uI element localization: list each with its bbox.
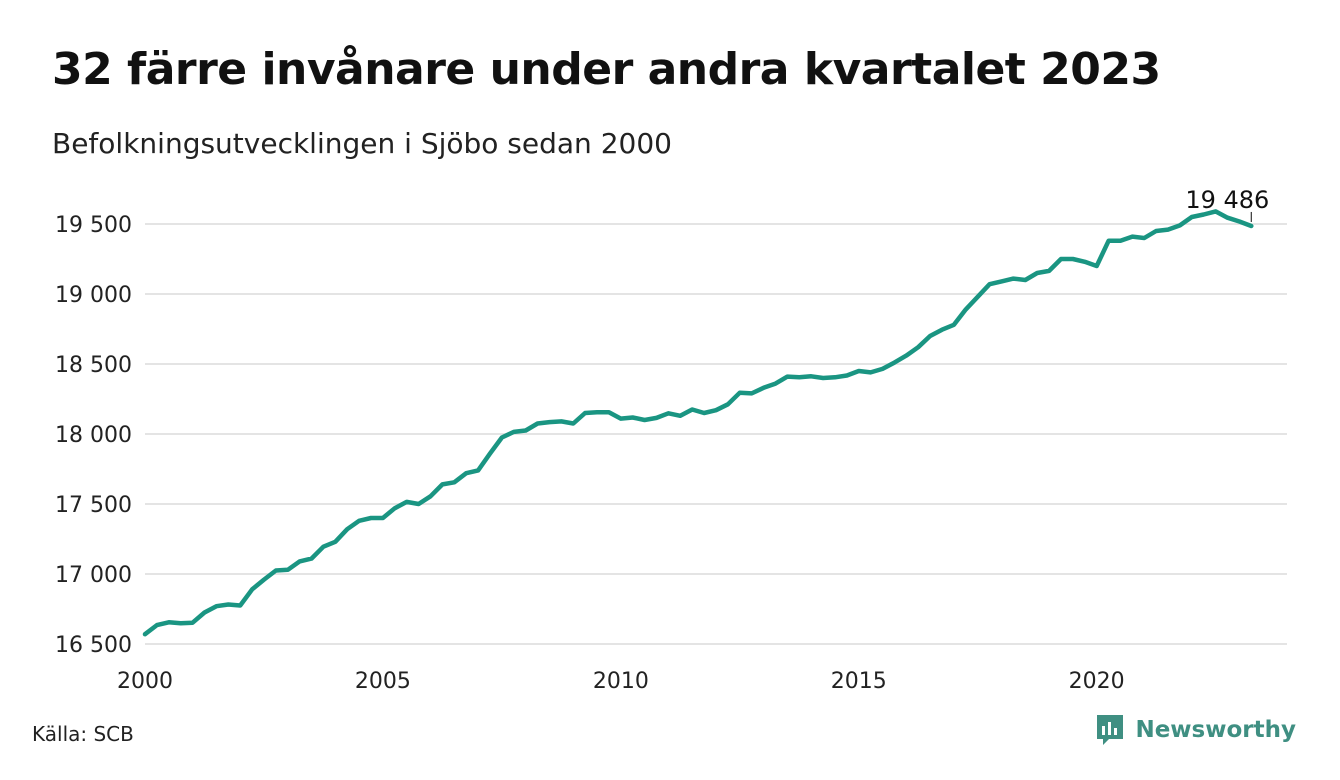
source-note: Källa: SCB — [32, 722, 134, 746]
x-tick-label: 2020 — [1069, 669, 1125, 694]
chart-title: 32 färre invånare under andra kvartalet … — [52, 44, 1161, 95]
x-tick-label: 2005 — [355, 669, 411, 694]
y-tick-label: 18 500 — [55, 353, 132, 378]
y-tick-label: 17 500 — [55, 493, 132, 518]
brand-logo[interactable]: Newsworthy — [1095, 713, 1296, 747]
line-chart: 16 500 17 000 17 500 18 000 18 500 19 000 19 5… — [55, 186, 1287, 694]
y-tick-label: 18 000 — [55, 423, 132, 448]
y-tick-label: 19 000 — [55, 283, 132, 308]
annotation-label: 19 486 — [1185, 186, 1269, 214]
newsworthy-logo-icon — [1097, 715, 1124, 745]
brand-name: Newsworthy — [1135, 717, 1296, 743]
chart-subtitle: Befolkningsutvecklingen i Sjöbo sedan 20… — [52, 127, 672, 160]
x-axis: 2000 2005 2010 2015 2020 — [117, 669, 1125, 694]
series-layer — [142, 209, 1254, 637]
x-tick-label: 2000 — [117, 669, 173, 694]
y-tick-label: 19 500 — [55, 213, 132, 238]
series-line — [142, 209, 1254, 637]
annotation-layer: 19 486 — [1185, 186, 1269, 222]
y-axis: 16 500 17 000 17 500 18 000 18 500 19 000 19 5… — [55, 213, 132, 658]
gridlines — [145, 223, 1287, 645]
y-tick-label: 16 500 — [55, 633, 132, 658]
x-tick-label: 2010 — [593, 669, 649, 694]
x-tick-label: 2015 — [831, 669, 887, 694]
y-tick-label: 17 000 — [55, 563, 132, 588]
